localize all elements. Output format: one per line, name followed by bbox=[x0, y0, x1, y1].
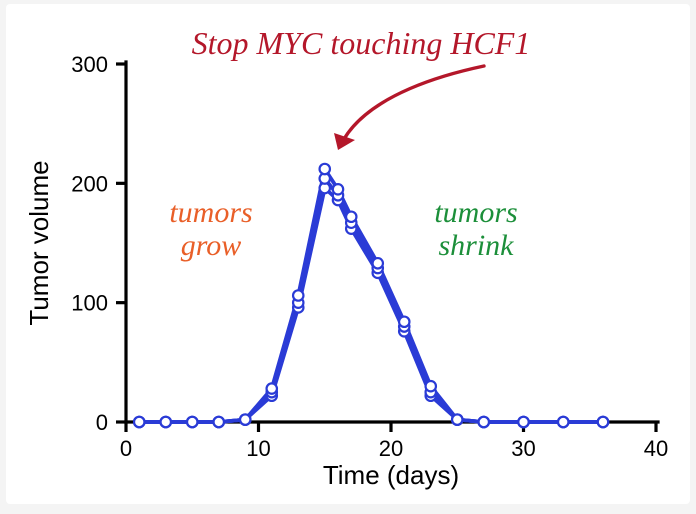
svg-text:100: 100 bbox=[71, 291, 108, 316]
svg-text:Time (days): Time (days) bbox=[323, 460, 459, 490]
tumor-volume-chart: 0 10 20 30 40 0 100 200 300 Time (days) Tumor volu… bbox=[6, 4, 696, 514]
svg-text:10: 10 bbox=[246, 436, 270, 461]
svg-text:0: 0 bbox=[120, 436, 132, 461]
svg-text:300: 300 bbox=[71, 52, 108, 77]
svg-text:0: 0 bbox=[96, 410, 108, 435]
svg-text:tumorsshrink: tumorsshrink bbox=[434, 196, 517, 262]
svg-text:Stop MYC touching HCF1: Stop MYC touching HCF1 bbox=[192, 25, 531, 61]
svg-text:200: 200 bbox=[71, 171, 108, 196]
svg-text:Tumor volume: Tumor volume bbox=[24, 160, 54, 325]
svg-text:tumorsgrow: tumorsgrow bbox=[169, 196, 252, 262]
svg-text:20: 20 bbox=[379, 436, 403, 461]
svg-text:40: 40 bbox=[644, 436, 668, 461]
chart-card: 0 10 20 30 40 0 100 200 300 Time (days) Tumor volu… bbox=[6, 4, 690, 504]
svg-text:30: 30 bbox=[511, 436, 535, 461]
